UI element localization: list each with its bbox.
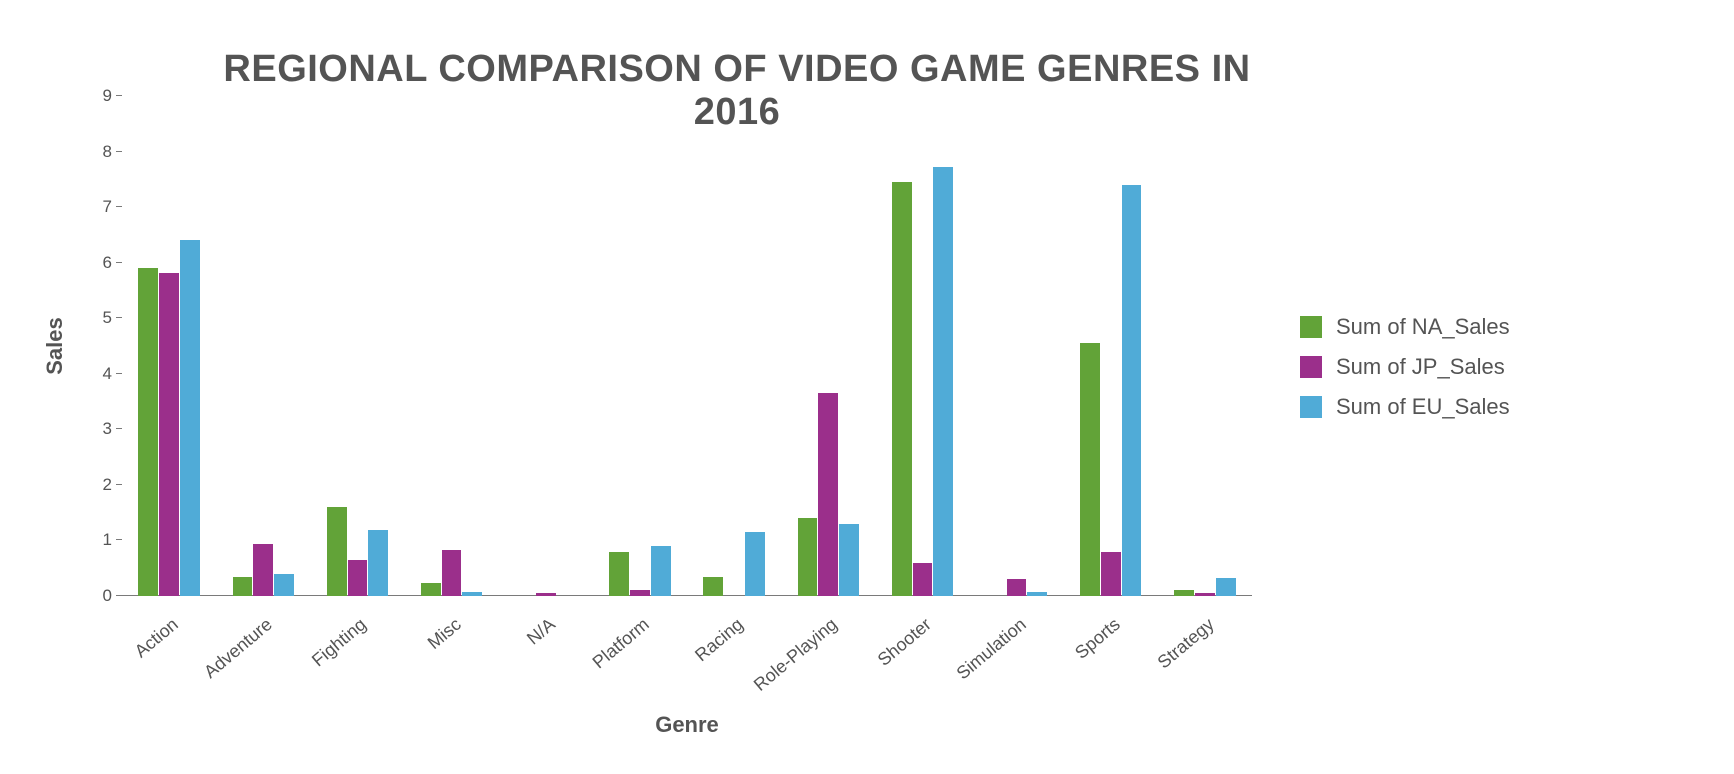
bar bbox=[1080, 343, 1100, 596]
legend-item: Sum of EU_Sales bbox=[1300, 394, 1510, 420]
bar bbox=[913, 563, 933, 596]
y-axis-title: Sales bbox=[42, 317, 68, 375]
bar bbox=[138, 268, 158, 596]
x-axis-labels: ActionAdventureFightingMiscN/APlatformRa… bbox=[122, 606, 1252, 726]
y-tick-label: 9 bbox=[103, 86, 122, 106]
bar bbox=[703, 577, 723, 596]
y-tick-mark bbox=[116, 206, 122, 207]
legend-swatch bbox=[1300, 396, 1322, 418]
bars-area bbox=[122, 96, 1252, 596]
y-tick-mark bbox=[116, 595, 122, 596]
bar bbox=[1122, 185, 1142, 596]
y-tick-mark bbox=[116, 262, 122, 263]
legend-item: Sum of NA_Sales bbox=[1300, 314, 1510, 340]
bar bbox=[818, 393, 838, 596]
plot-area: 0123456789 bbox=[122, 96, 1252, 596]
y-tick-label: 7 bbox=[103, 197, 122, 217]
bar bbox=[442, 550, 462, 596]
bar bbox=[536, 593, 556, 596]
bar bbox=[651, 546, 671, 596]
bar bbox=[933, 167, 953, 596]
bar bbox=[348, 560, 368, 596]
bar bbox=[1216, 578, 1236, 596]
legend-label: Sum of JP_Sales bbox=[1336, 354, 1505, 380]
y-tick-label: 3 bbox=[103, 419, 122, 439]
bar bbox=[253, 544, 273, 596]
bar bbox=[745, 532, 765, 596]
y-axis-title-wrap: Sales bbox=[40, 96, 70, 596]
legend-label: Sum of NA_Sales bbox=[1336, 314, 1510, 340]
y-tick-mark bbox=[116, 428, 122, 429]
y-tick-label: 8 bbox=[103, 142, 122, 162]
bar bbox=[1007, 579, 1027, 596]
bar bbox=[1101, 552, 1121, 596]
bar bbox=[421, 583, 441, 596]
legend-label: Sum of EU_Sales bbox=[1336, 394, 1510, 420]
chart-container: REGIONAL COMPARISON OF VIDEO GAME GENRES… bbox=[0, 0, 1734, 774]
y-tick-label: 6 bbox=[103, 253, 122, 273]
y-tick-mark bbox=[116, 373, 122, 374]
y-tick-label: 1 bbox=[103, 530, 122, 550]
bar bbox=[1027, 592, 1047, 596]
bar bbox=[159, 273, 179, 596]
y-tick-mark bbox=[116, 484, 122, 485]
bar bbox=[274, 574, 294, 596]
y-tick-mark bbox=[116, 95, 122, 96]
y-tick-mark bbox=[116, 151, 122, 152]
bar bbox=[462, 592, 482, 596]
y-tick-label: 5 bbox=[103, 308, 122, 328]
bar bbox=[327, 507, 347, 596]
bar bbox=[368, 530, 388, 596]
legend: Sum of NA_Sales Sum of JP_Sales Sum of EU_… bbox=[1300, 300, 1510, 434]
bar bbox=[798, 518, 818, 596]
legend-swatch bbox=[1300, 316, 1322, 338]
bar bbox=[630, 590, 650, 596]
bar bbox=[180, 240, 200, 596]
bar bbox=[839, 524, 859, 596]
bar bbox=[233, 577, 253, 596]
bar bbox=[1195, 593, 1215, 596]
bar bbox=[1174, 590, 1194, 596]
bar bbox=[892, 182, 912, 596]
y-tick-label: 4 bbox=[103, 364, 122, 384]
x-axis-title: Genre bbox=[122, 712, 1252, 738]
bar bbox=[609, 552, 629, 596]
y-tick-mark bbox=[116, 317, 122, 318]
legend-swatch bbox=[1300, 356, 1322, 378]
legend-item: Sum of JP_Sales bbox=[1300, 354, 1510, 380]
y-tick-mark bbox=[116, 539, 122, 540]
y-tick-label: 2 bbox=[103, 475, 122, 495]
y-tick-label: 0 bbox=[103, 586, 122, 606]
